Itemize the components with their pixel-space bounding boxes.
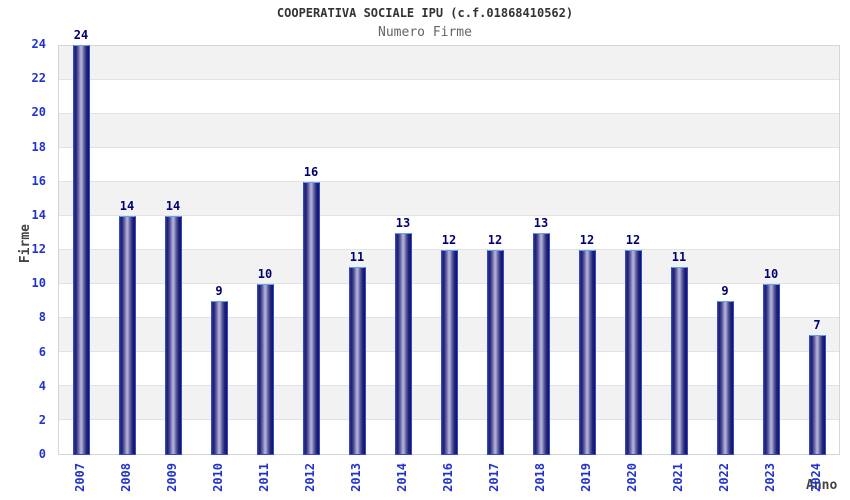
- bar-value-label: 12: [441, 233, 457, 247]
- bar: [532, 232, 550, 455]
- y-tick-label: 16: [31, 173, 46, 188]
- bar-value-label: 9: [215, 284, 223, 299]
- bar: [762, 284, 780, 455]
- gridline: [59, 147, 839, 148]
- y-tick-label: 20: [31, 105, 46, 120]
- x-tick-label: 2019: [579, 463, 593, 492]
- bar-value-label: 12: [579, 233, 595, 247]
- gridline: [59, 249, 839, 250]
- grid-band: [59, 46, 839, 80]
- chart-title: COOPERATIVA SOCIALE IPU (c.f.01868410562…: [276, 6, 574, 20]
- x-tick-label: 2021: [671, 463, 685, 492]
- y-tick-label: 18: [31, 139, 46, 154]
- gridline: [59, 113, 839, 114]
- bar: [440, 250, 458, 455]
- x-tick-label: 2013: [349, 463, 363, 492]
- bar: [486, 250, 504, 455]
- bar-value-label: 13: [533, 215, 549, 230]
- x-tick-label: 2009: [165, 463, 179, 492]
- plot-area: [58, 45, 840, 455]
- x-tick-label: 2010: [211, 463, 225, 492]
- bar: [302, 181, 320, 455]
- y-tick-label: 2: [38, 412, 46, 427]
- bar: [72, 45, 90, 455]
- bar-value-label: 9: [721, 284, 729, 299]
- bar-value-label: 10: [763, 267, 779, 282]
- x-tick-label: 2017: [487, 463, 501, 492]
- y-tick-label: 12: [31, 242, 46, 256]
- bar: [348, 267, 366, 455]
- bar-value-label: 14: [165, 198, 181, 213]
- bar: [716, 301, 734, 455]
- bar-value-label: 14: [119, 198, 135, 213]
- x-tick-label: 2007: [73, 463, 87, 492]
- y-tick-label: 10: [31, 276, 46, 291]
- x-tick-label: 2011: [257, 463, 271, 492]
- bar-value-label: 7: [813, 318, 821, 333]
- grid-band: [59, 114, 839, 148]
- bar-value-label: 11: [349, 250, 365, 265]
- x-tick-label: 2012: [303, 463, 317, 492]
- x-tick-label: 2024: [809, 463, 823, 492]
- grid-band: [59, 216, 839, 250]
- bar-value-label: 10: [257, 267, 273, 282]
- y-tick-label: 8: [38, 310, 46, 325]
- grid-band: [59, 182, 839, 216]
- bar: [210, 301, 228, 455]
- bar: [394, 232, 412, 455]
- bar-value-label: 24: [73, 28, 89, 42]
- x-tick-label: 2023: [763, 463, 777, 492]
- x-tick-label: 2014: [395, 463, 409, 492]
- x-tick-label: 2018: [533, 463, 547, 492]
- gridline: [59, 215, 839, 216]
- x-axis-label: Anno: [806, 478, 838, 493]
- bar-value-label: 11: [671, 250, 687, 265]
- y-tick-label: 4: [38, 378, 46, 393]
- bar: [256, 284, 274, 455]
- bar: [164, 215, 182, 455]
- y-tick-label: 24: [31, 37, 46, 51]
- bar: [670, 267, 688, 455]
- gridline: [59, 79, 839, 80]
- bar-value-label: 13: [395, 215, 411, 230]
- x-tick-label: 2020: [625, 463, 639, 492]
- grid-band: [59, 80, 839, 114]
- x-tick-label: 2022: [717, 463, 731, 492]
- bar: [118, 215, 136, 455]
- bar: [808, 335, 826, 455]
- x-tick-label: 2008: [119, 463, 133, 492]
- y-tick-label: 14: [31, 207, 46, 222]
- x-tick-label: 2016: [441, 463, 455, 492]
- bar: [578, 250, 596, 455]
- bar-value-label: 16: [303, 164, 319, 179]
- bar-value-label: 12: [625, 233, 641, 247]
- bar: [624, 250, 642, 455]
- bar-value-label: 12: [487, 233, 503, 247]
- gridline: [59, 181, 839, 183]
- chart-subtitle: Numero Firme: [378, 25, 472, 40]
- y-tick-label: 22: [31, 71, 46, 86]
- grid-band: [59, 148, 839, 183]
- y-tick-label: 0: [38, 447, 46, 461]
- y-tick-label: 6: [38, 344, 46, 359]
